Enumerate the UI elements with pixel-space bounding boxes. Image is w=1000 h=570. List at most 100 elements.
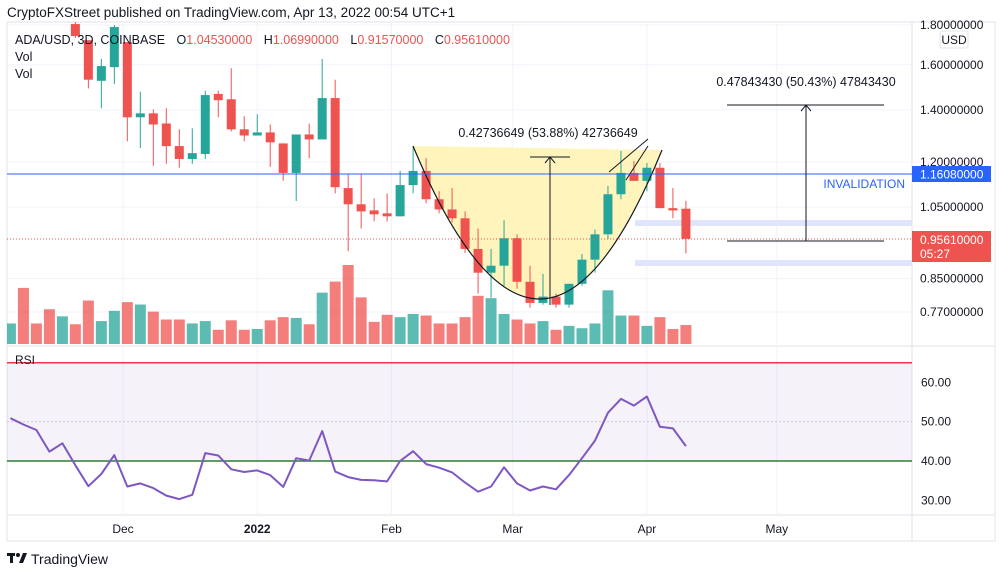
volume-bar (303, 324, 315, 344)
candle (265, 124, 275, 167)
candle (343, 173, 353, 252)
candle-body (551, 296, 561, 305)
candle (148, 109, 158, 166)
candle-body (655, 167, 665, 209)
volume-bars (7, 265, 692, 344)
rsi-tick-label: 50.00 (921, 415, 951, 429)
time-tick-label: 2022 (244, 522, 271, 536)
volume-bar (69, 324, 81, 344)
candle-body (239, 129, 249, 136)
volume-bar (147, 311, 159, 344)
candle (122, 42, 132, 142)
candle (421, 158, 431, 204)
volume-bar (121, 302, 133, 344)
low-label: L (350, 33, 357, 47)
candle (304, 123, 314, 159)
volume-bar (212, 329, 224, 344)
invalidation-price-tag (912, 166, 991, 182)
candle-body (577, 259, 587, 284)
volume-bar (238, 329, 250, 344)
tradingview-logo[interactable]: TradingView (7, 551, 109, 567)
invalidation-price: 1.16080000 (920, 168, 984, 182)
candle (499, 220, 509, 286)
candle-body (304, 134, 314, 140)
candle-body (616, 172, 626, 195)
volume-bar (225, 320, 237, 344)
candle-body (590, 234, 600, 260)
volume-bar (199, 321, 211, 344)
rsi-title[interactable]: RSI (15, 353, 35, 367)
resistance-zone[interactable] (635, 220, 912, 226)
volume-bar (654, 317, 666, 344)
rsi-tick-label: 40.00 (921, 454, 951, 468)
volume-bar (641, 325, 653, 344)
candle (512, 234, 522, 289)
candle (564, 283, 574, 308)
candle-body (96, 66, 106, 81)
candle (486, 248, 496, 298)
cup-curve[interactable] (412, 145, 663, 300)
candle (252, 114, 262, 136)
handle-line-1[interactable] (608, 138, 649, 173)
close-label: C (435, 33, 444, 47)
currency-button[interactable] (939, 30, 969, 49)
volume-legend-2[interactable]: Vol (15, 67, 32, 81)
volume-bar (342, 265, 354, 344)
candle (70, 22, 80, 39)
rsi-tick-label: 60.00 (921, 375, 951, 389)
candle-body (447, 209, 457, 219)
candle (395, 170, 405, 217)
volume-bar (407, 313, 419, 344)
candle-body (681, 208, 691, 239)
candle-body (564, 283, 574, 305)
price-tick-label: 1.60000000 (920, 58, 984, 72)
rsi-pane[interactable] (7, 362, 912, 501)
candle (226, 68, 236, 132)
volume-bar (381, 314, 393, 344)
candle (629, 160, 639, 181)
candle-body (499, 238, 509, 266)
candle-body (330, 98, 340, 188)
candle-body (395, 185, 405, 217)
time-tick-label: Feb (381, 522, 402, 536)
low-value: 0.91570000 (357, 33, 423, 47)
main-pane[interactable]: 0.42736649 (53.88%) 42736649 0.47843430 … (5, 20, 912, 344)
candle-body (265, 132, 275, 143)
volume-bar (355, 297, 367, 344)
candle-body (252, 132, 262, 136)
volume-bar (589, 323, 601, 344)
volume-bar (108, 310, 120, 344)
volume-legend-1[interactable]: Vol (15, 50, 32, 64)
candle (109, 25, 119, 84)
brand-name: TradingView (31, 551, 109, 567)
volume-bar (433, 323, 445, 344)
candle (408, 147, 418, 194)
time-axis[interactable]: Dec 2022 Feb Mar Apr May (112, 522, 788, 536)
price-axis[interactable]: 1.80000000 1.60000000 1.40000000 1.20000000… (920, 18, 984, 319)
volume-bar (511, 319, 523, 344)
candle-body (486, 265, 496, 273)
volume-bar (251, 328, 263, 344)
time-tick-label: Dec (112, 522, 133, 536)
candle-body (83, 40, 93, 80)
candle (187, 128, 197, 164)
candle-body (629, 172, 639, 181)
candle-body (603, 194, 613, 235)
volume-bar (563, 325, 575, 344)
rsi-axis[interactable]: 60.00 50.00 40.00 30.00 (921, 375, 951, 507)
candle (96, 58, 106, 109)
price-tick-label: 1.05000000 (920, 200, 984, 214)
cup-fill[interactable] (413, 146, 662, 300)
candle-body (538, 296, 548, 303)
candle-body (460, 218, 470, 249)
volume-bar (173, 319, 185, 344)
volume-bar (446, 323, 458, 344)
candle-body (278, 143, 288, 173)
candle-body (382, 213, 392, 217)
support-zone[interactable] (635, 260, 912, 266)
candle (278, 143, 288, 181)
volume-bar (615, 315, 627, 344)
symbol-label[interactable]: ADA/USD, 3D, COINBASE (15, 33, 165, 47)
volume-bar (368, 321, 380, 344)
